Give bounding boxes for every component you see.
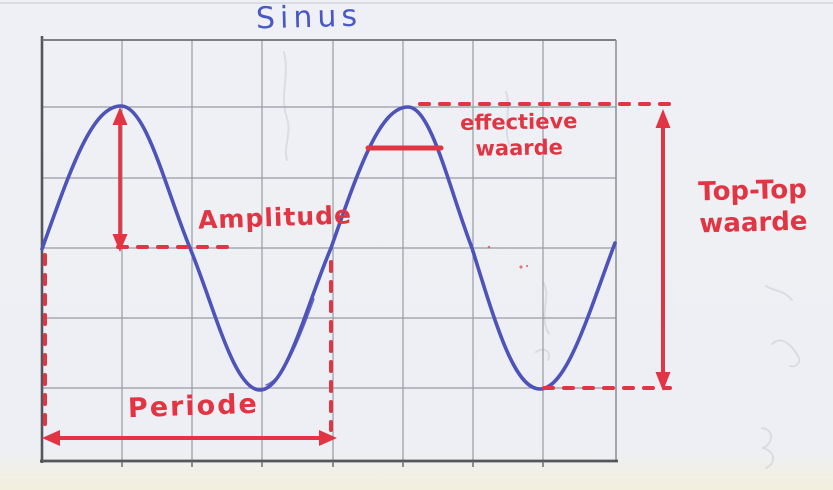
top-top-value-label: Top-Top waarde: [697, 174, 808, 240]
effective-value-label: effectieve waarde: [459, 108, 578, 161]
period-label: Periode: [127, 388, 260, 425]
period-arrow: [42, 430, 337, 446]
grid-bottom-ticks: [121, 461, 544, 467]
ghost-ink-marks: [283, 51, 801, 469]
top-top-arrow: [655, 109, 671, 391]
amplitude-arrow: [112, 107, 128, 252]
scan-edge-line: [0, 2, 833, 4]
amplitude-label: Amplitude: [197, 200, 353, 235]
sine-wave-curve: [40, 104, 617, 392]
sine-wave-double-stroke: [265, 298, 315, 386]
construction-dashes: [43, 102, 672, 432]
red-ink-speckles: [487, 245, 529, 269]
diagram-title: Sinus: [255, 0, 363, 37]
